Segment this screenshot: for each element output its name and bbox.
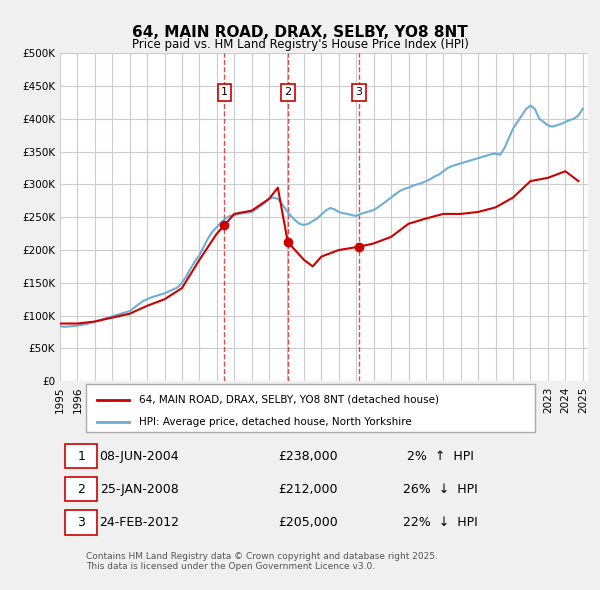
Text: 1: 1 [221,87,228,97]
Text: 26%  ↓  HPI: 26% ↓ HPI [403,483,478,496]
Text: 3: 3 [355,87,362,97]
Text: 08-JUN-2004: 08-JUN-2004 [100,450,179,463]
FancyBboxPatch shape [65,444,97,468]
Text: £238,000: £238,000 [278,450,338,463]
Text: 64, MAIN ROAD, DRAX, SELBY, YO8 8NT: 64, MAIN ROAD, DRAX, SELBY, YO8 8NT [132,25,468,40]
Text: 2: 2 [77,483,85,496]
FancyBboxPatch shape [65,477,97,502]
FancyBboxPatch shape [65,510,97,535]
Text: £212,000: £212,000 [278,483,338,496]
Text: 22%  ↓  HPI: 22% ↓ HPI [403,516,478,529]
Text: HPI: Average price, detached house, North Yorkshire: HPI: Average price, detached house, Nort… [139,417,412,427]
Text: Contains HM Land Registry data © Crown copyright and database right 2025.
This d: Contains HM Land Registry data © Crown c… [86,552,438,571]
Text: 1: 1 [77,450,85,463]
Text: 3: 3 [77,516,85,529]
Text: 2: 2 [284,87,292,97]
Text: 2%  ↑  HPI: 2% ↑ HPI [407,450,473,463]
Bar [86,384,535,432]
Text: 24-FEB-2012: 24-FEB-2012 [99,516,179,529]
Text: Price paid vs. HM Land Registry's House Price Index (HPI): Price paid vs. HM Land Registry's House … [131,38,469,51]
Text: 25-JAN-2008: 25-JAN-2008 [100,483,179,496]
Text: £205,000: £205,000 [278,516,338,529]
Text: 64, MAIN ROAD, DRAX, SELBY, YO8 8NT (detached house): 64, MAIN ROAD, DRAX, SELBY, YO8 8NT (det… [139,395,439,405]
